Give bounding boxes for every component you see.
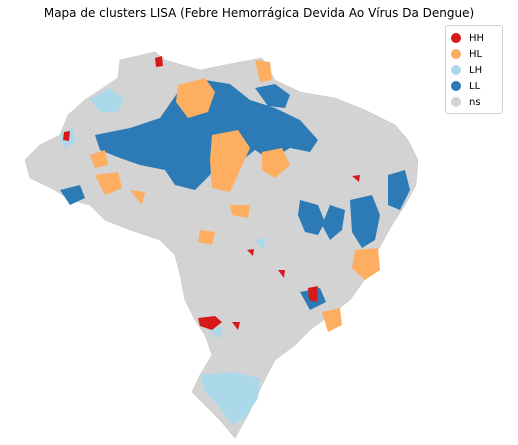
legend-item-hl: HL [451, 46, 498, 62]
legend-swatch-lh [451, 65, 461, 75]
legend-item-ns: ns [451, 94, 498, 110]
legend-label-ll: LL [469, 80, 481, 92]
legend-swatch-hh [451, 33, 461, 43]
legend-label-hl: HL [469, 48, 483, 60]
legend-item-hh: HH [451, 30, 498, 46]
cluster-hh-regions [63, 56, 360, 330]
legend-swatch-ll [451, 81, 461, 91]
cluster-hl-regions [90, 60, 380, 332]
legend-label-ns: ns [469, 96, 481, 108]
legend-label-lh: LH [469, 64, 483, 76]
legend-swatch-hl [451, 49, 461, 59]
legend: HH HL LH LL ns [445, 25, 503, 114]
cluster-lh-regions [60, 88, 265, 425]
legend-swatch-ns [451, 97, 461, 107]
legend-label-hh: HH [469, 32, 485, 44]
legend-item-lh: LH [451, 62, 498, 78]
cluster-ll-regions [60, 80, 410, 310]
map-title: Mapa de clusters LISA (Febre Hemorrágica… [43, 6, 475, 20]
legend-item-ll: LL [451, 78, 498, 94]
